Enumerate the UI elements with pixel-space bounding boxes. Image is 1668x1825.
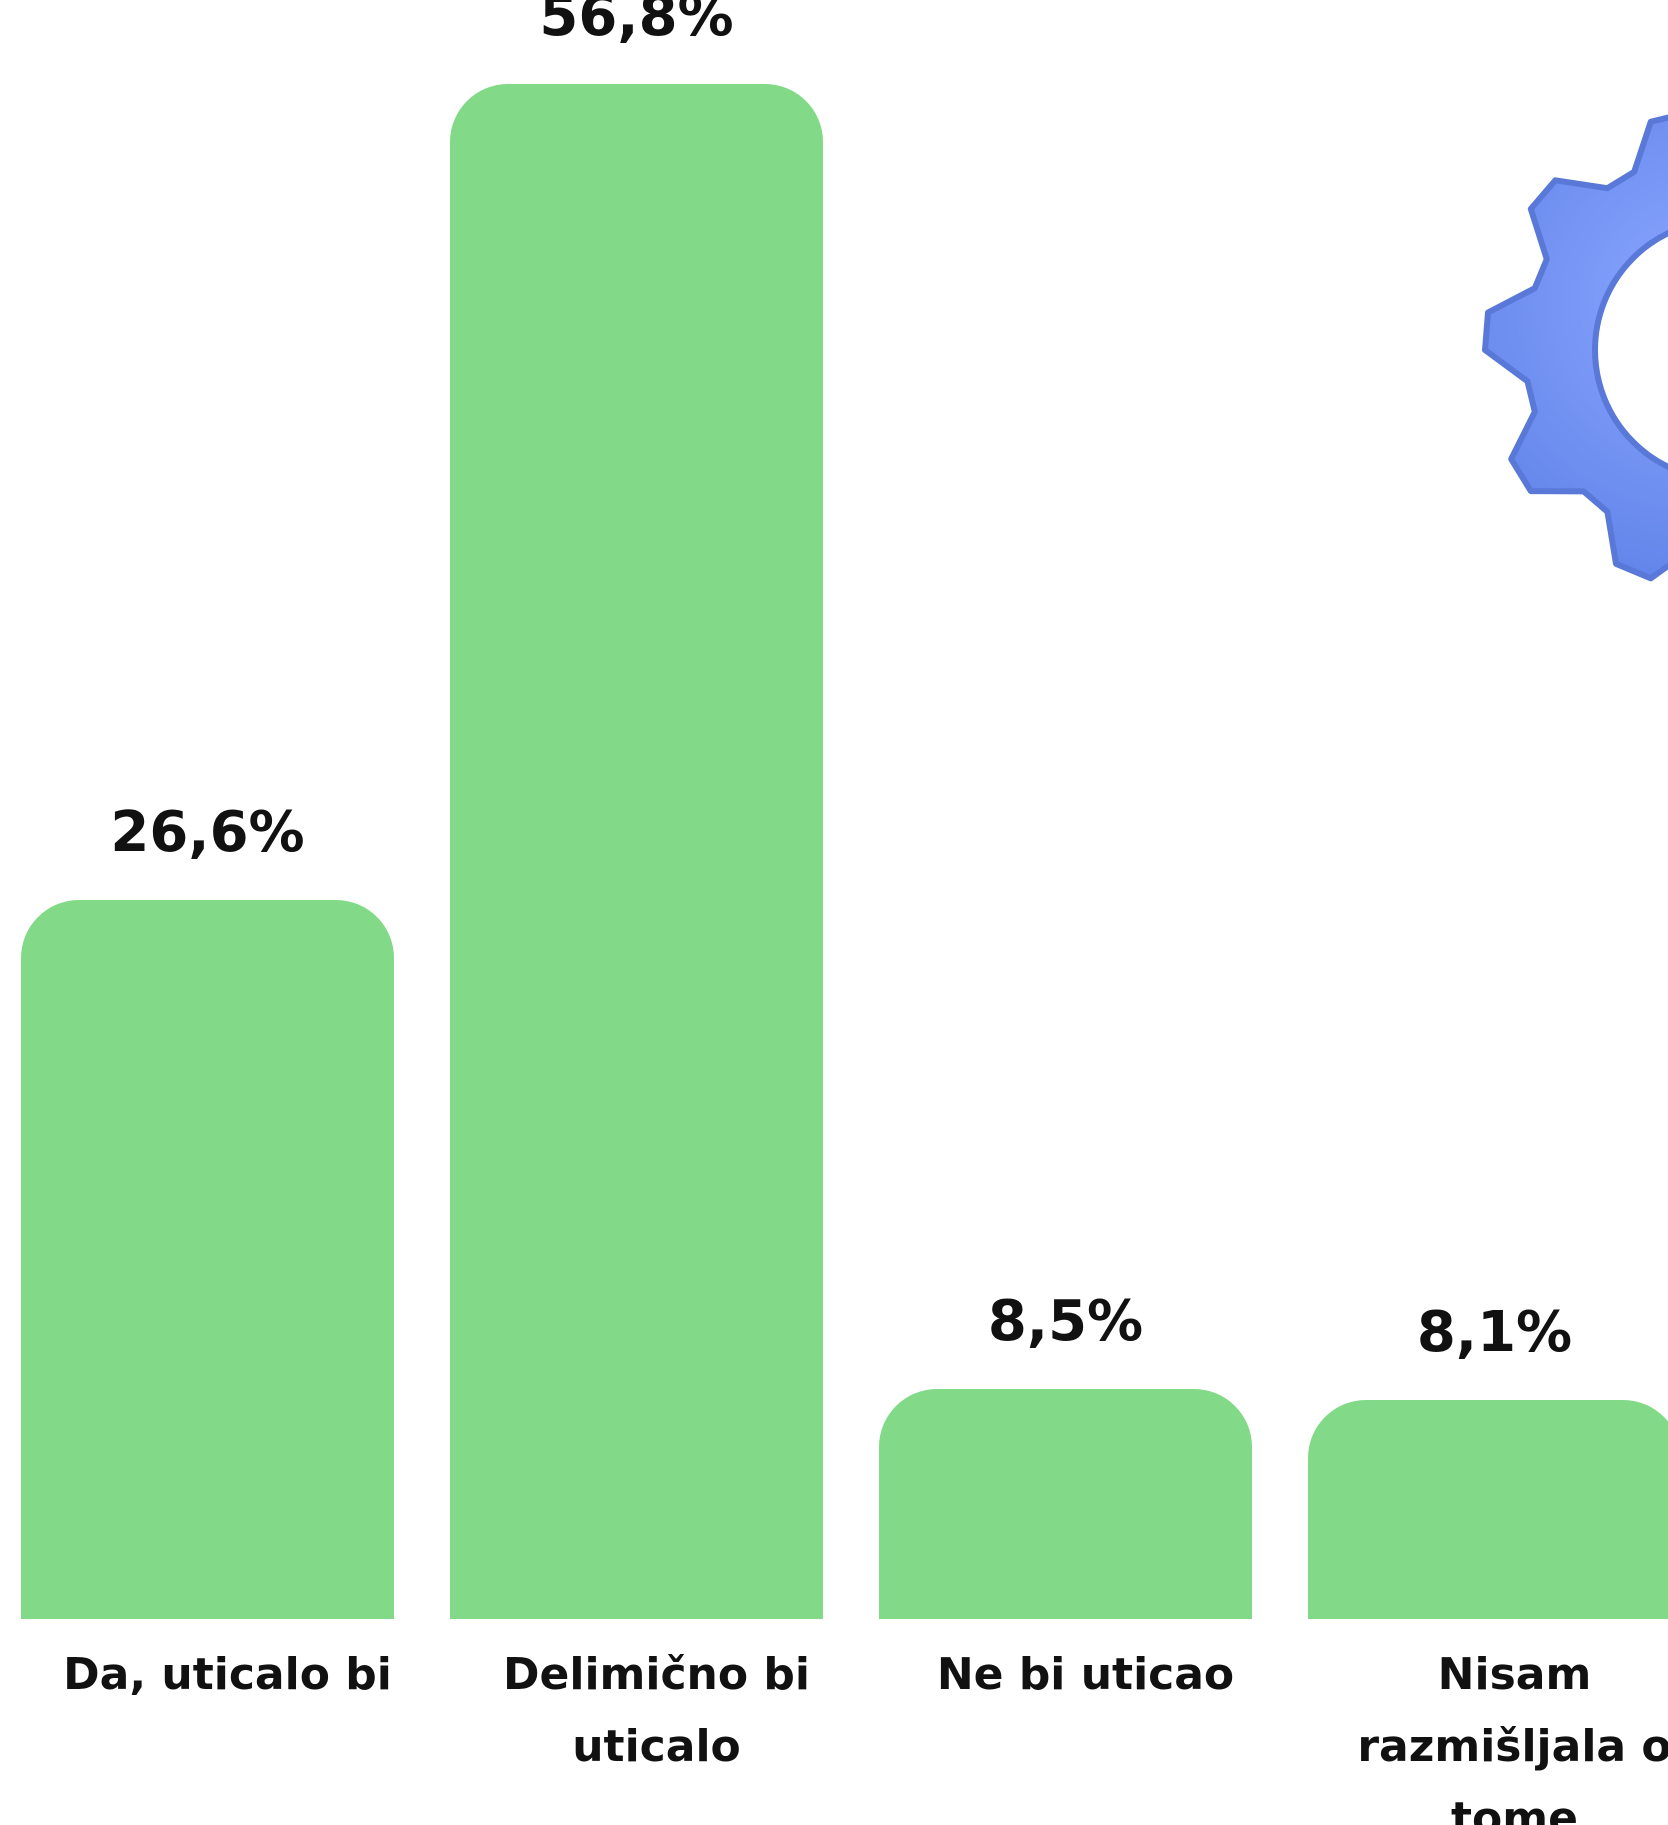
category-label: Delimično bi uticalo	[503, 1649, 810, 1772]
bar	[450, 83, 823, 1619]
bar	[21, 900, 394, 1619]
value-label: 26,6%	[110, 800, 305, 865]
bar	[879, 1389, 1252, 1619]
bar	[1308, 1400, 1668, 1619]
value-label: 8,5%	[987, 1289, 1144, 1355]
value-label: 8,1%	[1416, 1300, 1573, 1366]
category-label: Nisam razmišljala o tome	[1357, 1649, 1668, 1825]
gear-icon	[1482, 114, 1668, 582]
category-label: Ne bi uticao	[936, 1649, 1235, 1700]
value-label: 56,8%	[539, 0, 734, 49]
category-label: Da, uticalo bi	[63, 1649, 392, 1700]
gear-body	[1482, 114, 1668, 582]
